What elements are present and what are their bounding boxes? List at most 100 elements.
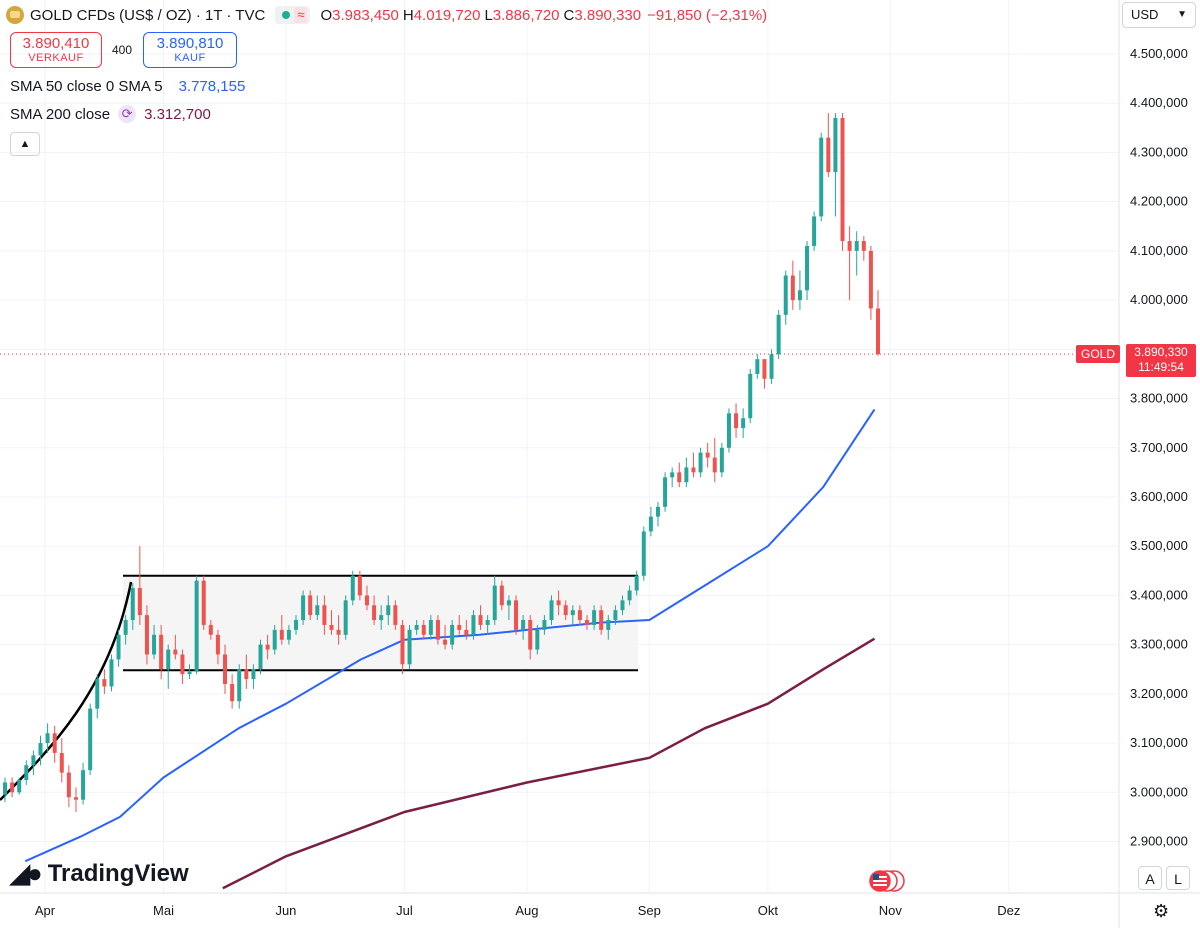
candle-body <box>819 137 824 217</box>
sell-button[interactable]: 3.890,410 VERKAUF <box>10 32 102 68</box>
candle-body <box>528 620 533 650</box>
candle-body <box>372 605 377 621</box>
price-tick-label: 4.100,000 <box>1130 243 1188 258</box>
price-tick-label: 3.600,000 <box>1130 489 1188 504</box>
symbol-title[interactable]: GOLD CFDs (US$ / OZ) · 1T · TVC <box>30 6 266 24</box>
candle-body <box>364 595 369 606</box>
candle-body <box>492 585 497 621</box>
chevron-down-icon: ▼ <box>1177 9 1187 20</box>
indicator-sma200[interactable]: SMA 200 close ⟳ 3.312,700 <box>10 105 211 123</box>
candle-body <box>677 472 682 483</box>
candle-body <box>641 531 646 576</box>
candle-body <box>776 314 781 355</box>
market-status[interactable]: ≈ <box>275 6 311 24</box>
candle-body <box>357 575 362 596</box>
candle-body <box>272 629 277 650</box>
ohlc-low: L3.886,720 <box>484 6 560 24</box>
candle-body <box>24 765 29 780</box>
candle-body <box>585 620 589 625</box>
candle-body <box>606 620 611 630</box>
candle-body <box>812 216 817 246</box>
candle-body <box>194 580 199 672</box>
us-flag-events-icon[interactable] <box>868 870 906 892</box>
candle-body <box>450 624 455 645</box>
candle-body <box>386 605 391 616</box>
candle-body <box>734 413 739 429</box>
candle-body <box>159 634 164 670</box>
ohlc-high: H4.019,720 <box>402 6 481 24</box>
candle-body <box>144 615 149 655</box>
tradingview-wordmark: TradingView <box>47 859 189 887</box>
candle-body <box>116 634 121 660</box>
candle-body <box>755 359 760 374</box>
tradingview-logo[interactable]: ◢● TradingView <box>10 858 189 889</box>
candle-body <box>542 620 547 630</box>
indicator-sma200-value: 3.312,700 <box>144 105 211 123</box>
candle-body <box>783 275 788 315</box>
candle-body <box>215 634 220 655</box>
candle-body <box>478 615 483 625</box>
candle-body <box>563 605 568 616</box>
candle-body <box>464 629 469 635</box>
candle-body <box>400 624 405 665</box>
loading-icon: ⟳ <box>118 105 137 123</box>
candle-body <box>279 629 284 640</box>
collapse-legend-button[interactable]: ▲ <box>10 132 40 156</box>
candle-body <box>868 250 873 309</box>
price-tick-label: 3.000,000 <box>1130 784 1188 799</box>
indicator-sma50[interactable]: SMA 50 close 0 SMA 5 3.778,155 <box>10 78 245 95</box>
price-tick-label: 3.700,000 <box>1130 440 1188 455</box>
candle-body <box>95 679 100 709</box>
candle-body <box>59 752 64 773</box>
candle-body <box>166 649 171 670</box>
current-price-tag: 3.890,330 11:49:54 <box>1126 344 1196 377</box>
candle-body <box>435 620 440 640</box>
currency-select[interactable]: USD ▼ <box>1122 2 1196 28</box>
candle-body <box>301 595 306 621</box>
buy-button[interactable]: 3.890,810 KAUF <box>143 32 237 68</box>
candle-body <box>286 629 291 640</box>
candle-body <box>726 413 731 448</box>
candle-body <box>223 654 228 685</box>
time-tick-label: Aug <box>515 903 538 918</box>
delayed-data-icon: ≈ <box>294 7 308 23</box>
candle-body <box>741 418 746 429</box>
candle-body <box>577 610 582 621</box>
time-tick-label: Apr <box>35 903 56 918</box>
time-tick-label: Okt <box>758 903 779 918</box>
candle-body <box>457 624 462 630</box>
candle-body <box>237 669 242 702</box>
candle-body <box>826 137 831 173</box>
candle-body <box>109 659 114 687</box>
gear-icon[interactable]: ⚙ <box>1153 901 1170 921</box>
candle-body <box>230 684 235 702</box>
candle-body <box>691 467 696 473</box>
price-tick-label: 4.000,000 <box>1130 292 1188 307</box>
candle-body <box>294 620 298 630</box>
candle-body <box>840 117 845 242</box>
price-tick-label: 4.200,000 <box>1130 194 1188 209</box>
sell-price: 3.890,410 <box>22 35 90 52</box>
candle-body <box>549 600 554 621</box>
candle-body <box>599 610 604 630</box>
bar-countdown: 11:49:54 <box>1138 360 1184 374</box>
candle-body <box>521 620 526 630</box>
candle-body <box>265 644 270 650</box>
candle-body <box>407 629 412 665</box>
candle-body <box>38 743 43 756</box>
chart-annotations <box>0 574 638 801</box>
candle-body <box>137 588 142 616</box>
candle-body <box>308 595 313 616</box>
candle-body <box>421 624 426 635</box>
candle-body <box>648 516 653 532</box>
time-tick-label: Sep <box>638 903 661 918</box>
candle-body <box>329 624 334 630</box>
candle-body <box>861 241 866 251</box>
log-scale-button[interactable]: L <box>1166 866 1190 890</box>
spread-value: 400 <box>112 43 133 57</box>
price-tick-label: 3.200,000 <box>1130 686 1188 701</box>
candle-body <box>173 649 178 655</box>
sma200-line <box>222 637 876 890</box>
auto-scale-button[interactable]: A <box>1138 866 1162 890</box>
